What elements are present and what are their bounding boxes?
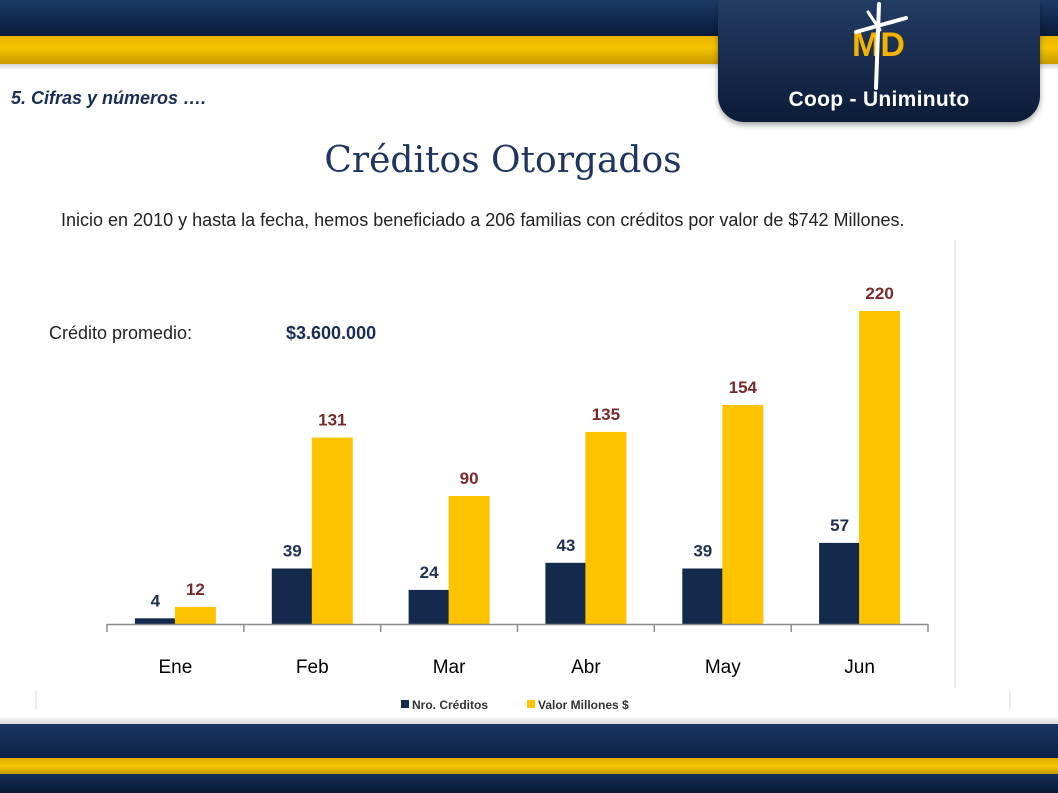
bar-valor-millones-feb bbox=[311, 437, 353, 624]
section-label: 5. Cifras y números …. bbox=[11, 88, 207, 108]
footer-stripe bbox=[0, 758, 1058, 774]
data-label-nro-creditos-jun: 57 bbox=[830, 516, 849, 535]
bar-nro-creditos-ene bbox=[134, 618, 176, 624]
bars-group bbox=[134, 311, 901, 624]
x-tick-label-ene: Ene bbox=[158, 657, 192, 678]
average-credit-value: $3.600.000 bbox=[286, 323, 377, 343]
legend-swatch-valor-millones bbox=[527, 700, 535, 708]
legend-label-nro-creditos: Nro. Créditos bbox=[412, 698, 488, 712]
legend-label-valor-millones: Valor Millones $ bbox=[538, 698, 629, 712]
bar-valor-millones-mar bbox=[448, 496, 490, 624]
logo-text: Coop - Uniminuto bbox=[788, 88, 970, 111]
bar-nro-creditos-may bbox=[682, 568, 724, 624]
x-tick-label-may: May bbox=[705, 657, 741, 678]
footer-band bbox=[0, 724, 1058, 758]
logo-mark-icon: MD bbox=[852, 2, 908, 90]
legend-swatch-nro-creditos bbox=[401, 700, 409, 708]
bar-nro-creditos-jun bbox=[819, 542, 861, 624]
x-tick-label-abr: Abr bbox=[571, 657, 601, 678]
x-tick-label-jun: Jun bbox=[844, 657, 875, 678]
data-label-nro-creditos-abr: 43 bbox=[556, 536, 575, 555]
data-label-valor-millones-may: 154 bbox=[729, 378, 758, 397]
data-label-valor-millones-feb: 131 bbox=[318, 411, 346, 430]
bar-nro-creditos-feb bbox=[271, 568, 313, 624]
footer-base bbox=[0, 774, 1058, 793]
data-label-valor-millones-ene: 12 bbox=[186, 580, 205, 599]
x-axis: Ene Feb Mar Abr May Jun bbox=[106, 623, 929, 678]
value-labels-group: 4 12 39 131 24 90 43 135 39 154 57 220 bbox=[151, 284, 894, 610]
legend: Nro. Créditos Valor Millones $ bbox=[401, 698, 629, 712]
data-label-nro-creditos-feb: 39 bbox=[283, 542, 302, 561]
logo: MD Coop - Uniminuto bbox=[718, 0, 1040, 122]
page-title: Créditos Otorgados bbox=[324, 140, 682, 181]
x-tick-label-mar: Mar bbox=[433, 657, 466, 678]
data-label-nro-creditos-mar: 24 bbox=[420, 563, 439, 582]
footer-shadow bbox=[0, 716, 1058, 724]
data-label-valor-millones-jun: 220 bbox=[865, 284, 893, 303]
data-label-valor-millones-mar: 90 bbox=[460, 469, 479, 488]
bar-nro-creditos-mar bbox=[408, 589, 450, 624]
header-shadow bbox=[0, 64, 1058, 70]
intro-text: Inicio en 2010 y hasta la fecha, hemos b… bbox=[61, 210, 905, 230]
bar-nro-creditos-abr bbox=[545, 562, 587, 624]
data-label-nro-creditos-may: 39 bbox=[693, 542, 712, 561]
bar-valor-millones-may bbox=[722, 404, 764, 624]
bar-valor-millones-ene bbox=[174, 606, 216, 624]
bar-valor-millones-abr bbox=[585, 431, 627, 624]
average-credit-label: Crédito promedio: bbox=[49, 323, 193, 343]
bar-valor-millones-jun bbox=[859, 311, 901, 624]
data-label-valor-millones-abr: 135 bbox=[592, 405, 620, 424]
data-label-nro-creditos-ene: 4 bbox=[151, 591, 161, 610]
x-tick-label-feb: Feb bbox=[296, 657, 329, 678]
